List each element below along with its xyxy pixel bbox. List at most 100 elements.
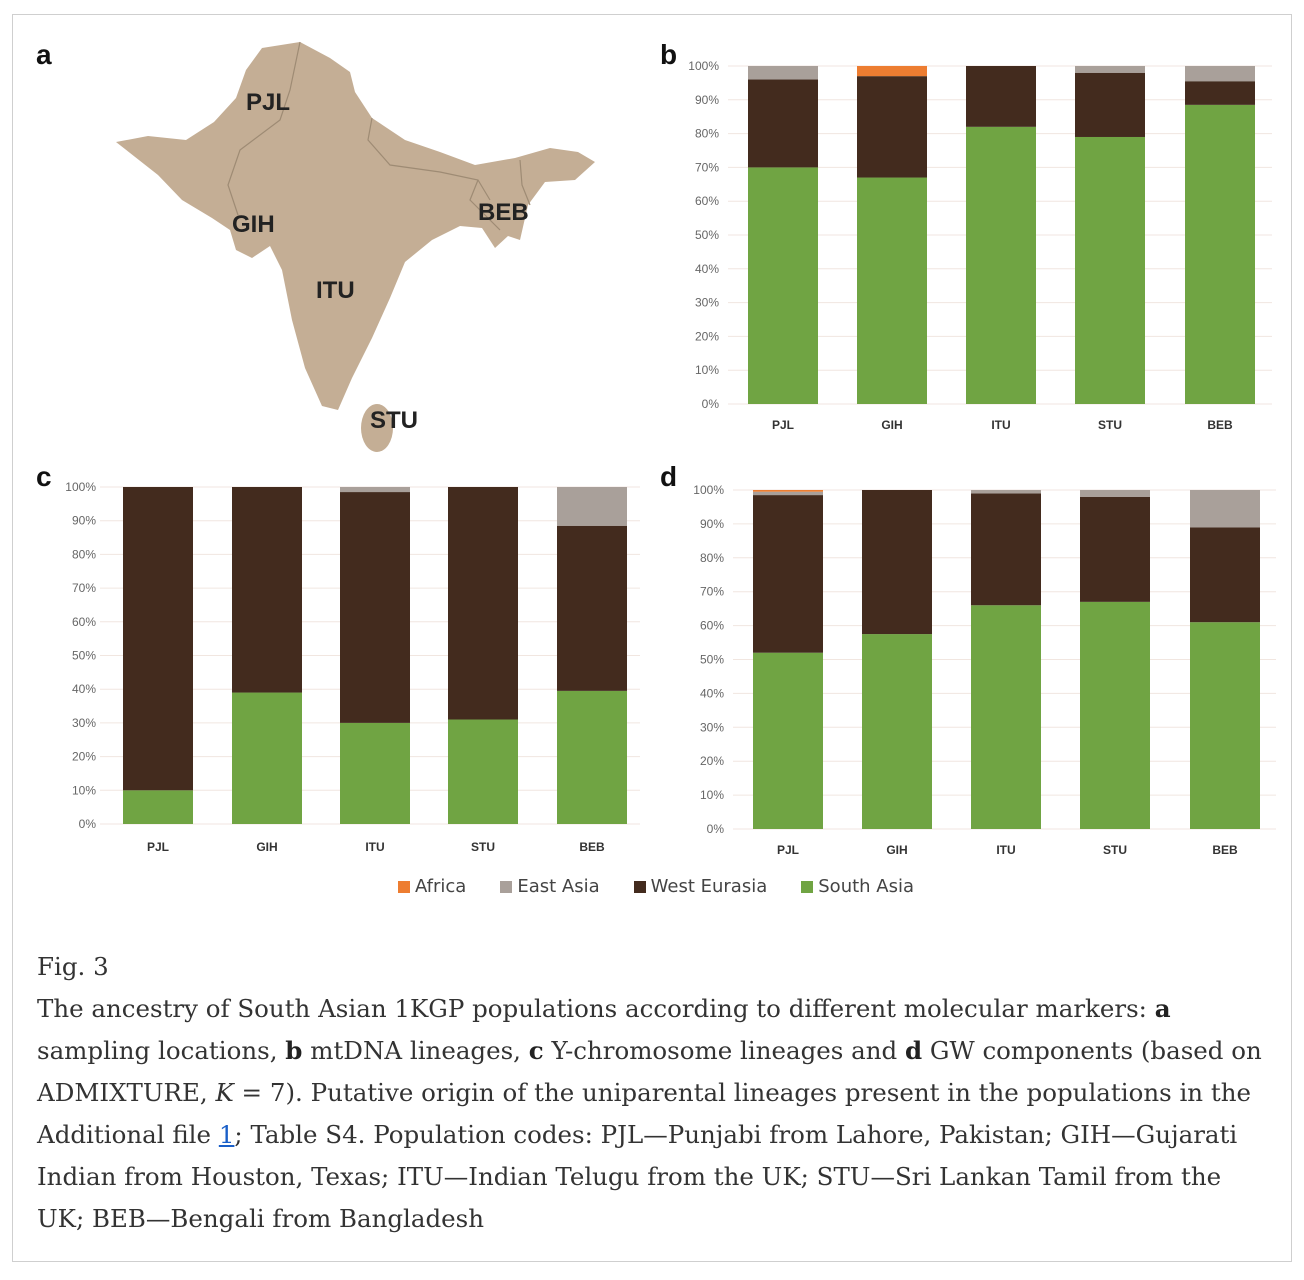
x-tick-label: GIH xyxy=(886,843,907,857)
caption-part: GW components (based on ADMIXTURE, xyxy=(37,1036,1262,1107)
x-tick-label: ITU xyxy=(365,840,384,854)
map-label-itu: ITU xyxy=(316,277,355,304)
bar-beb-west-eurasia xyxy=(557,525,627,691)
y-tick-label: 80% xyxy=(700,551,724,565)
bar-beb-west-eurasia xyxy=(1185,81,1255,105)
y-tick-label: 50% xyxy=(700,653,724,667)
chart-b: 0% 10% 20% 30% 40% 50% 60% 70% 80% 90% 100% PJL GIH I… xyxy=(688,59,1272,432)
x-tick-label: BEB xyxy=(579,840,605,854)
panel-label-c: c xyxy=(36,461,52,492)
y-tick-label: 90% xyxy=(72,514,96,528)
x-tick-label: STU xyxy=(1103,843,1127,857)
legend-swatch xyxy=(398,880,410,893)
bar-pjl-south-asia xyxy=(748,167,818,404)
bar-pjl-west-eurasia xyxy=(748,79,818,168)
figure-caption: Fig. 3 The ancestry of South Asian 1KGP … xyxy=(37,946,1267,1240)
additional-file-link[interactable]: 1 xyxy=(218,1120,235,1149)
y-tick-label: 30% xyxy=(700,720,724,734)
y-tick-label: 70% xyxy=(72,581,96,595)
x-tick-label: GIH xyxy=(256,840,277,854)
map-label-beb: BEB xyxy=(478,199,529,226)
bar-beb-east-asia xyxy=(1185,66,1255,82)
x-tick-label: GIH xyxy=(881,418,902,432)
y-tick-label: 70% xyxy=(700,585,724,599)
figure-frame xyxy=(12,14,1292,1262)
y-tick-label: 60% xyxy=(700,619,724,633)
bar-beb-south-asia xyxy=(1185,104,1255,405)
y-tick-label: 0% xyxy=(79,817,97,831)
map-label-stu: STU xyxy=(370,407,418,434)
panel-label-b: b xyxy=(660,39,677,70)
bar-beb-south-asia xyxy=(557,690,627,824)
bar-stu-west-eurasia xyxy=(448,487,518,720)
y-tick-label: 80% xyxy=(695,127,719,141)
bar-itu-west-eurasia xyxy=(971,493,1041,606)
bar-gih-west-eurasia xyxy=(857,76,927,178)
bar-gih-south-asia xyxy=(232,692,302,824)
legend-item: West Eurasia xyxy=(633,876,768,897)
bar-itu-south-asia xyxy=(340,722,410,824)
bar-pjl-west-eurasia xyxy=(123,487,193,791)
bar-stu-south-asia xyxy=(1080,601,1150,829)
bar-stu-south-asia xyxy=(1075,136,1145,405)
bar-gih-south-asia xyxy=(862,634,932,829)
bar-pjl-south-asia xyxy=(123,790,193,824)
bar-pjl-africa xyxy=(753,490,823,492)
bar-beb-west-eurasia xyxy=(1190,527,1260,623)
legend-label: Africa xyxy=(415,876,467,897)
caption-part: The ancestry of South Asian 1KGP populat… xyxy=(37,994,1155,1023)
caption-part: = 7). Putative origin of the uniparental… xyxy=(37,1078,1251,1149)
bar-gih-south-asia xyxy=(857,177,927,404)
y-tick-label: 40% xyxy=(700,686,724,700)
bar-itu-south-asia xyxy=(966,126,1036,404)
caption-bold-a: a xyxy=(1154,994,1171,1023)
caption-italic-k: K xyxy=(215,1078,234,1107)
y-tick-label: 90% xyxy=(695,93,719,107)
y-tick-label: 40% xyxy=(72,682,96,696)
bar-beb-east-asia xyxy=(557,487,627,526)
y-tick-label: 70% xyxy=(695,160,719,174)
y-tick-label: 50% xyxy=(695,228,719,242)
legend-label: East Asia xyxy=(517,876,600,897)
legend-item: Africa xyxy=(398,876,466,897)
chart-d: 0% 10% 20% 30% 40% 50% 60% 70% 80% 90% 100% PJL GIH I… xyxy=(693,483,1276,857)
x-tick-label: STU xyxy=(471,840,495,854)
legend-label: West Eurasia xyxy=(650,876,768,897)
x-tick-label: STU xyxy=(1098,418,1122,432)
caption-bold-d: d xyxy=(904,1036,923,1065)
x-tick-label: PJL xyxy=(777,843,799,857)
chart-legend: Africa East Asia West Eurasia South Asia xyxy=(398,876,914,897)
caption-part: ; Table S4. Population codes: PJL—Punjab… xyxy=(37,1120,1238,1233)
x-tick-label: BEB xyxy=(1212,843,1238,857)
figure-number: Fig. 3 xyxy=(37,952,109,981)
bar-pjl-east-asia xyxy=(748,66,818,80)
y-tick-label: 100% xyxy=(693,483,724,497)
legend-item: East Asia xyxy=(500,876,600,897)
bar-stu-west-eurasia xyxy=(1080,496,1150,602)
y-tick-label: 20% xyxy=(700,754,724,768)
bar-itu-west-eurasia xyxy=(966,66,1036,127)
y-tick-label: 10% xyxy=(72,783,96,797)
map-borders xyxy=(227,41,531,231)
south-asia-map: PJL GIH ITU STU BEB xyxy=(116,41,595,452)
y-tick-label: 30% xyxy=(695,296,719,310)
chart-c: 0% 10% 20% 30% 40% 50% 60% 70% 80% 90% 100% PJL GIH I… xyxy=(65,480,640,854)
x-tick-label: ITU xyxy=(991,418,1010,432)
legend-swatch xyxy=(500,880,513,893)
y-tick-label: 0% xyxy=(702,397,720,411)
caption-bold-c: c xyxy=(528,1036,544,1065)
y-tick-label: 20% xyxy=(72,750,96,764)
panel-label-a: a xyxy=(36,39,52,70)
caption-part: sampling locations, xyxy=(37,1036,286,1065)
bar-stu-west-eurasia xyxy=(1075,72,1145,137)
y-tick-label: 40% xyxy=(695,262,719,276)
map-landmass xyxy=(116,42,595,410)
bar-beb-east-asia xyxy=(1190,490,1260,528)
bar-stu-south-asia xyxy=(448,719,518,824)
x-tick-label: PJL xyxy=(147,840,169,854)
x-tick-label: BEB xyxy=(1207,418,1233,432)
y-tick-label: 100% xyxy=(688,59,719,73)
y-tick-label: 50% xyxy=(72,649,96,663)
legend-label: South Asia xyxy=(818,876,915,897)
y-tick-label: 30% xyxy=(72,716,96,730)
